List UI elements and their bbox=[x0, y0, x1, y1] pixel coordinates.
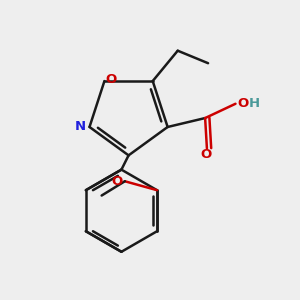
Text: O: O bbox=[237, 97, 248, 110]
Text: O: O bbox=[112, 175, 123, 188]
Text: N: N bbox=[75, 121, 86, 134]
Text: O: O bbox=[105, 73, 116, 86]
Text: H: H bbox=[249, 97, 260, 110]
Text: O: O bbox=[200, 148, 212, 161]
